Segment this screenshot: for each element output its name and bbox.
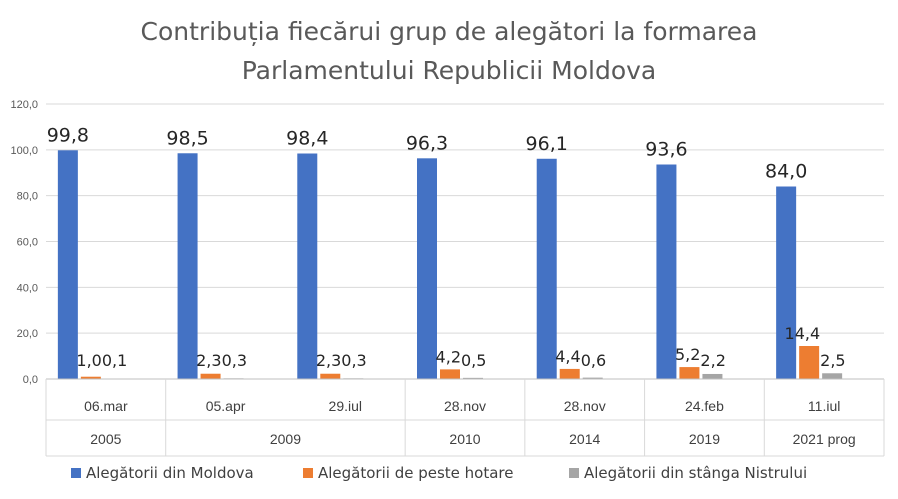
bar — [679, 367, 700, 379]
data-label: 98,5 — [166, 127, 208, 149]
data-label: 99,8 — [47, 124, 89, 146]
legend-entry: Alegătorii de peste hotare — [318, 464, 513, 482]
bars — [57, 150, 843, 379]
y-tick-label: 100,0 — [10, 145, 38, 157]
legend: Alegătorii din Moldova Alegătorii de pest… — [71, 464, 807, 482]
chart-title-line-2: Parlamentului Republicii Moldova — [242, 56, 657, 85]
bar — [559, 368, 580, 379]
data-label: 84,0 — [765, 161, 807, 183]
data-label: 2,3 — [196, 351, 221, 370]
y-tick-label: 120,0 — [10, 99, 38, 111]
y-tick-label: 0,0 — [23, 374, 38, 386]
data-label: 4,4 — [555, 347, 580, 366]
bar — [320, 373, 341, 379]
data-label: 2,5 — [820, 351, 845, 370]
x-category-label: 28.nov — [564, 398, 606, 414]
x-year-label: 2019 — [689, 431, 720, 447]
y-tick-label: 60,0 — [17, 237, 38, 249]
data-labels: 99,8 98,5 98,4 96,3 96,1 93,6 84,0 1,0 2,3 2,3 4,2… — [47, 124, 846, 370]
bar — [417, 158, 437, 379]
x-year-label: 2005 — [90, 431, 121, 447]
y-tick-label: 20,0 — [17, 328, 38, 340]
bar — [822, 373, 843, 379]
bar — [536, 158, 557, 379]
bar — [582, 377, 603, 379]
x-category-label: 05.apr — [206, 398, 246, 414]
data-label: 0,1 — [102, 351, 127, 370]
bar — [656, 164, 677, 379]
x-axis: 06.mar 05.apr 29.iul 28.nov 28.nov 24.feb 11.i… — [45, 378, 885, 457]
bar — [702, 373, 723, 379]
x-year-label: 2010 — [449, 431, 480, 447]
legend-swatch — [303, 468, 313, 478]
data-label: 0,3 — [222, 351, 247, 370]
data-label: 4,2 — [436, 347, 461, 366]
y-tick-label: 40,0 — [17, 282, 38, 294]
x-year-label: 2009 — [270, 431, 301, 447]
data-label: 5,2 — [675, 345, 700, 364]
bar — [80, 376, 101, 379]
data-label: 2,2 — [700, 351, 725, 370]
data-label: 96,3 — [406, 132, 448, 154]
bar — [799, 346, 820, 379]
y-tick-label: 80,0 — [17, 191, 38, 203]
bar — [440, 369, 460, 379]
bar — [776, 186, 797, 379]
data-label: 0,6 — [581, 351, 606, 370]
bar — [200, 373, 221, 379]
bar — [297, 153, 318, 379]
legend-entry: Alegătorii din Moldova — [86, 464, 254, 482]
y-axis: 0,0 20,0 40,0 60,0 80,0 100,0 120,0 — [10, 99, 38, 386]
bar — [57, 150, 78, 379]
x-category-label: 11.iul — [808, 398, 840, 414]
data-label: 98,4 — [286, 128, 328, 150]
x-year-label: 2021 prog — [793, 431, 856, 447]
x-category-label: 28.nov — [444, 398, 486, 414]
bar — [463, 377, 483, 379]
data-label: 0,5 — [461, 351, 486, 370]
x-year-label: 2014 — [569, 431, 600, 447]
legend-swatch — [71, 468, 81, 478]
data-label: 0,3 — [341, 351, 366, 370]
x-category-label: 24.feb — [685, 398, 724, 414]
data-label: 2,3 — [316, 351, 341, 370]
legend-swatch — [569, 468, 579, 478]
data-label: 93,6 — [645, 139, 687, 161]
chart-title-line-1: Contribuția fiecărui grup de alegători l… — [141, 17, 758, 46]
data-label: 14,4 — [785, 324, 821, 343]
x-category-label: 29.iul — [329, 398, 362, 414]
legend-entry: Alegătorii din stânga Nistrului — [584, 464, 807, 482]
bar — [177, 153, 198, 379]
data-label: 1,0 — [76, 351, 101, 370]
data-label: 96,1 — [526, 133, 568, 155]
x-category-label: 06.mar — [84, 398, 128, 414]
